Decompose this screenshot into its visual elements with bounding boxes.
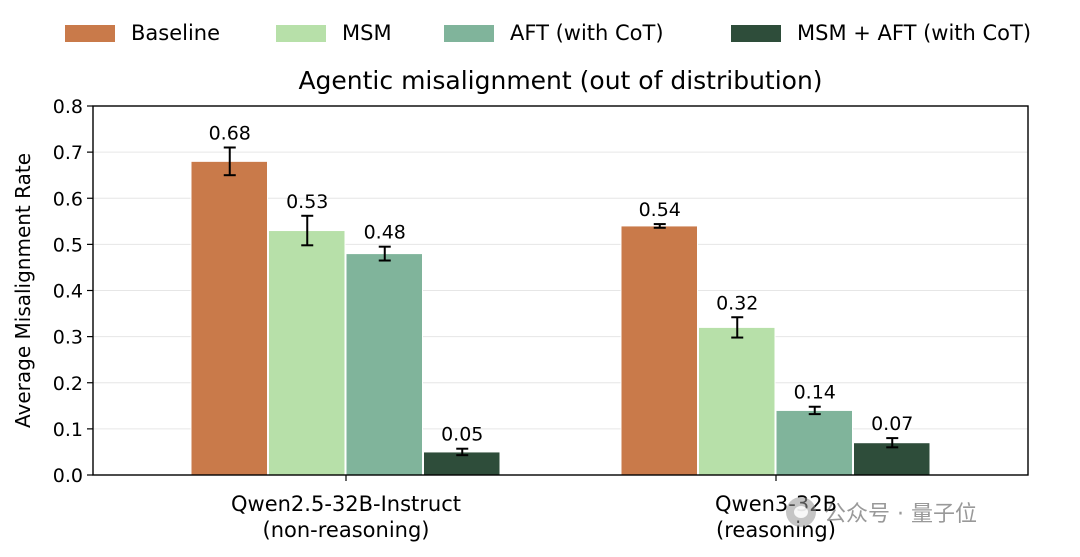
legend-swatch-msm: [276, 24, 326, 42]
legend-label: AFT (with CoT): [510, 21, 664, 45]
legend-swatch-msm-aft: [731, 24, 781, 42]
legend-item-baseline: Baseline: [65, 20, 220, 46]
data-label: 0.14: [794, 382, 836, 404]
x-tick-label: Qwen2.5-32B-Instruct: [231, 492, 461, 516]
y-tick-label: 0.3: [53, 327, 83, 349]
chart-legend: Baseline MSM AFT (with CoT) MSM + AFT (w…: [0, 0, 1080, 60]
legend-label: MSM: [342, 21, 392, 45]
data-label: 0.48: [364, 222, 406, 244]
bar: [190, 160, 268, 476]
data-label: 0.54: [639, 199, 681, 221]
y-tick-label: 0.5: [53, 234, 83, 256]
legend-label: Baseline: [131, 21, 221, 45]
watermark-text: 公众号 · 量子位: [824, 502, 977, 527]
bar: [345, 253, 423, 476]
data-label: 0.07: [871, 413, 913, 435]
y-tick-label: 0.2: [53, 373, 83, 395]
y-tick-label: 0.6: [53, 188, 83, 210]
bar: [775, 409, 853, 476]
data-label: 0.68: [209, 123, 251, 145]
x-tick-label: Qwen3-32B: [715, 492, 837, 516]
wechat-logo-icon: [786, 497, 816, 527]
bar: [268, 230, 346, 476]
x-tick-label: (non-reasoning): [263, 518, 430, 542]
x-tick-label: (reasoning): [716, 518, 836, 542]
y-axis-label: Average Misalignment Rate: [11, 153, 35, 428]
y-tick-label: 0.1: [53, 419, 83, 441]
legend-item-aft: AFT (with CoT): [444, 20, 664, 46]
legend-swatch-baseline: [65, 24, 115, 42]
bar: [698, 326, 776, 476]
legend-item-msm-aft: MSM + AFT (with CoT): [731, 20, 1031, 46]
legend-item-msm: MSM: [276, 20, 392, 46]
bar: [620, 225, 698, 476]
watermark: 公众号 · 量子位: [786, 496, 977, 528]
y-tick-label: 0.0: [53, 465, 83, 487]
data-label: 0.05: [441, 424, 483, 446]
chart-title: Agentic misalignment (out of distributio…: [298, 66, 822, 95]
y-tick-label: 0.8: [53, 96, 83, 118]
data-label: 0.53: [286, 191, 328, 213]
y-tick-label: 0.7: [53, 142, 83, 164]
data-label: 0.32: [716, 292, 758, 314]
plot-frame: [92, 105, 1029, 476]
y-tick-label: 0.4: [53, 281, 83, 303]
legend-swatch-aft: [444, 24, 494, 42]
legend-label: MSM + AFT (with CoT): [797, 21, 1032, 45]
